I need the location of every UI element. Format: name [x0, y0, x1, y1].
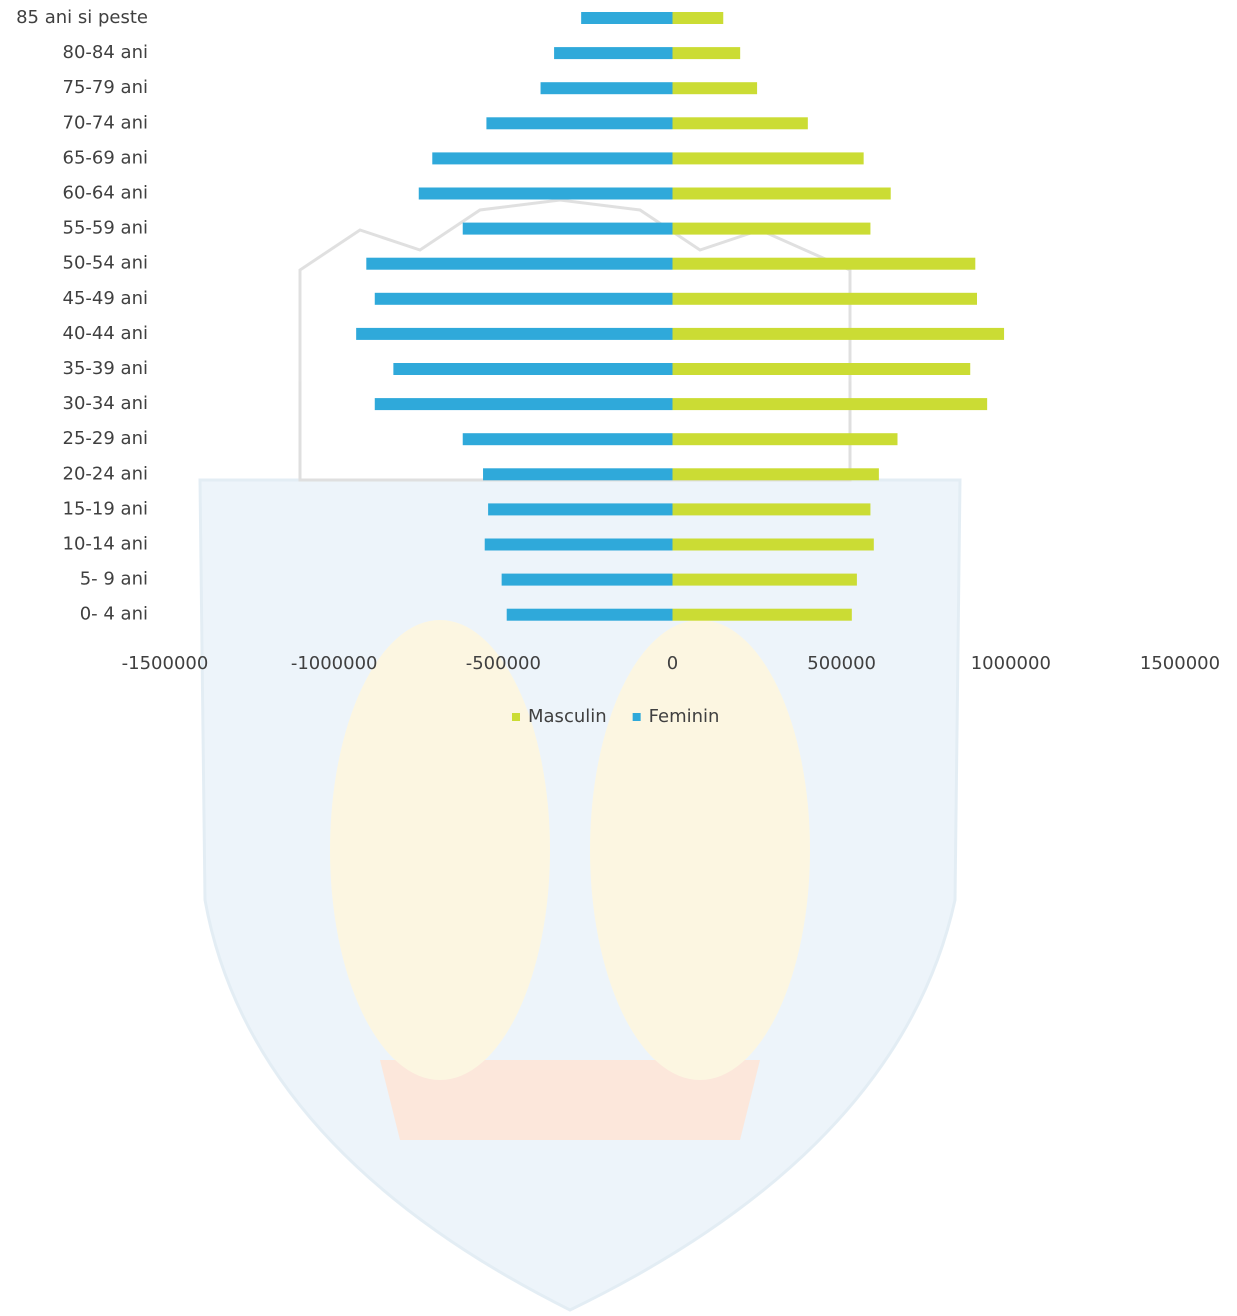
bar [462, 222, 673, 235]
bar [554, 47, 673, 60]
bar [672, 573, 857, 586]
x-tick-label: -500000 [466, 653, 541, 674]
bar [374, 398, 673, 411]
bar [374, 292, 673, 305]
bar [484, 538, 673, 551]
y-tick-label: 5- 9 ani [80, 569, 148, 590]
legend-swatch [632, 713, 641, 721]
bar [672, 327, 1005, 340]
bar [672, 12, 724, 24]
lion [590, 620, 810, 1080]
x-tick-label: -1500000 [122, 653, 209, 674]
ribbon [380, 1060, 760, 1140]
bar [672, 222, 871, 235]
y-tick-label: 40-44 ani [63, 323, 148, 344]
bar [483, 468, 673, 481]
x-tick-label: 500000 [807, 653, 876, 674]
bar [672, 187, 891, 200]
y-tick-label: 25-29 ani [63, 428, 148, 449]
bar [672, 82, 758, 95]
y-tick-label: 15-19 ani [63, 498, 148, 519]
bar [672, 292, 977, 305]
bar [672, 257, 976, 270]
bar [672, 47, 741, 60]
bar [432, 152, 673, 165]
bar [672, 433, 898, 446]
y-tick-label: 50-54 ani [63, 253, 148, 274]
x-tick-label: 1000000 [971, 653, 1051, 674]
legend-label: Feminin [649, 706, 720, 727]
bar [672, 398, 988, 411]
bar [393, 363, 673, 375]
y-tick-label: 20-24 ani [63, 463, 148, 484]
y-tick-label: 55-59 ani [63, 218, 148, 239]
y-tick-label: 70-74 ani [63, 112, 148, 133]
bar [501, 573, 673, 586]
legend-label: Masculin [528, 706, 607, 727]
bar [356, 327, 673, 340]
y-tick-label: 45-49 ani [63, 288, 148, 309]
bar [486, 117, 673, 130]
bar [581, 12, 673, 24]
lion [330, 620, 550, 1080]
x-tick-label: -1000000 [291, 653, 378, 674]
bar [540, 82, 673, 95]
y-tick-label: 85 ani si peste [16, 7, 148, 28]
crown [298, 198, 852, 482]
y-tick-label: 80-84 ani [63, 42, 148, 63]
bar [672, 538, 874, 551]
y-tick-label: 65-69 ani [63, 147, 148, 168]
bar [418, 187, 673, 200]
bar [506, 608, 673, 621]
x-tick-label: 1500000 [1140, 653, 1220, 674]
y-tick-label: 60-64 ani [63, 183, 148, 204]
watermark [198, 198, 962, 1312]
shield [198, 478, 962, 1312]
bar [488, 503, 673, 516]
y-tick-label: 30-34 ani [63, 393, 148, 414]
bar [672, 608, 852, 621]
bar [672, 468, 879, 481]
y-tick-label: 35-39 ani [63, 358, 148, 379]
bar [366, 257, 673, 270]
x-tick-label: 0 [667, 653, 678, 674]
legend-swatch [512, 713, 520, 721]
bar [672, 363, 971, 375]
bar [672, 117, 808, 130]
bar [672, 152, 864, 165]
y-tick-label: 0- 4 ani [80, 604, 148, 625]
bar [462, 433, 673, 446]
y-tick-label: 75-79 ani [63, 77, 148, 98]
bar [672, 503, 871, 516]
y-tick-label: 10-14 ani [63, 534, 148, 555]
